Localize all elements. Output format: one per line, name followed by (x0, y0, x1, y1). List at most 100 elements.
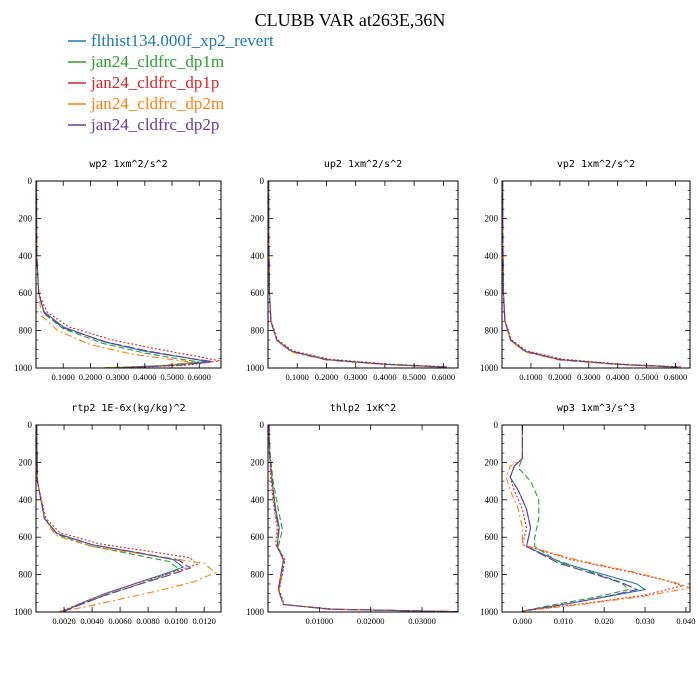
plot-frame (267, 424, 459, 613)
series-line (36, 181, 208, 368)
series-line (268, 425, 453, 612)
y-tick-label: 0 (28, 176, 33, 186)
plot-frame (35, 424, 222, 613)
y-tick-label: 0 (260, 420, 265, 430)
series-line (36, 181, 200, 368)
series-line (509, 425, 647, 612)
y-tick-label: 400 (485, 251, 499, 261)
y-tick-label: 0 (28, 420, 33, 430)
series-group (505, 425, 690, 612)
series-line (509, 425, 684, 612)
chart-panel: vp2 1xm^2/s^2 0 200 400 600 800 1000 0.1000 0.20… (480, 159, 691, 382)
x-tick-label: 0.2000 (548, 372, 571, 382)
chart-panel: wp3 1xm^3/s^3 0 200 400 600 800 1000 0.000 0.010… (480, 403, 695, 626)
plot-frame (501, 180, 691, 369)
y-tick-label: 200 (251, 457, 265, 467)
series-line (36, 425, 217, 612)
y-tick-label: 800 (485, 570, 499, 580)
y-tick-label: 200 (251, 213, 265, 223)
legend-item: jan24_cldfrc_dp1m (68, 52, 224, 71)
series-group (36, 425, 217, 612)
chart-panel: rtp2 1E-6x(kg/kg)^2 0 200 400 600 800 1000 0.00… (14, 403, 222, 626)
chart-panel: wp2 1xm^2/s^2 0 200 400 600 800 1000 0.1000 0.20… (14, 159, 222, 382)
legend-item: flthist134.000f_xp2_revert (68, 31, 274, 50)
series-line (36, 425, 181, 612)
y-tick-label: 1000 (246, 607, 265, 617)
chart-panels: wp2 1xm^2/s^2 0 200 400 600 800 1000 0.1000 0.20… (14, 159, 695, 626)
x-tick-label: 0.3000 (577, 372, 600, 382)
panel-title: rtp2 1E-6x(kg/kg)^2 (71, 403, 185, 414)
series-line (36, 425, 199, 612)
series-line (505, 425, 690, 612)
series-line (268, 425, 458, 612)
legend: flthist134.000f_xp2_revert jan24_cldfrc_d… (68, 31, 274, 134)
x-tick-label: 0.020 (595, 616, 614, 626)
series-group (268, 181, 450, 368)
figure-title: CLUBB VAR at263E,36N (255, 10, 446, 30)
panel-title: wp3 1xm^3/s^3 (557, 403, 635, 414)
x-tick-label: 0.1000 (52, 372, 75, 382)
y-tick-label: 400 (19, 495, 33, 505)
y-tick-label: 1000 (480, 607, 499, 617)
series-line (36, 181, 194, 368)
y-tick-label: 0 (260, 176, 265, 186)
x-tick-label: 0.3000 (106, 372, 129, 382)
y-tick-label: 400 (19, 251, 33, 261)
chart-panel: thlp2 1xK^2 0 200 400 600 800 1000 0.01000 0.020… (246, 403, 459, 626)
series-group (502, 181, 682, 368)
x-tick-label: 0.4000 (133, 372, 156, 382)
chart-panel: up2 1xm^2/s^2 0 200 400 600 800 1000 0.1000 0.20… (246, 159, 459, 382)
x-tick-label: 0.0120 (192, 616, 215, 626)
y-tick-label: 200 (485, 457, 499, 467)
series-line (502, 181, 676, 368)
y-tick-label: 800 (485, 326, 499, 336)
legend-label: jan24_cldfrc_dp1p (90, 73, 219, 92)
plot-frame (35, 180, 222, 369)
series-line (509, 425, 639, 612)
series-line (36, 181, 213, 368)
series-line (268, 181, 450, 368)
y-tick-label: 200 (485, 213, 499, 223)
series-line (268, 181, 444, 368)
legend-item: jan24_cldfrc_dp2p (68, 115, 219, 134)
series-line (517, 425, 630, 612)
x-tick-label: 0.01000 (306, 616, 334, 626)
plot-frame (267, 180, 459, 369)
x-tick-label: 0.2000 (79, 372, 102, 382)
x-tick-label: 0.0040 (80, 616, 103, 626)
legend-item: jan24_cldfrc_dp1p (68, 73, 219, 92)
x-tick-label: 0.6000 (188, 372, 211, 382)
x-tick-label: 0.0100 (164, 616, 187, 626)
x-tick-label: 0.1000 (519, 372, 542, 382)
y-tick-label: 0 (494, 176, 499, 186)
y-tick-label: 600 (251, 288, 265, 298)
series-line (36, 181, 220, 368)
y-tick-label: 1000 (14, 363, 33, 373)
series-line (502, 181, 676, 368)
y-tick-label: 400 (485, 495, 499, 505)
series-group (268, 425, 458, 612)
x-tick-label: 0.6000 (664, 372, 687, 382)
x-tick-label: 0.000 (513, 616, 532, 626)
x-tick-label: 0.6000 (432, 372, 455, 382)
x-tick-label: 0.5000 (635, 372, 658, 382)
x-tick-label: 0.2000 (315, 372, 338, 382)
x-tick-label: 0.4000 (606, 372, 629, 382)
y-tick-label: 800 (19, 326, 33, 336)
x-tick-label: 0.0080 (136, 616, 159, 626)
legend-label: jan24_cldfrc_dp2m (90, 94, 224, 113)
y-tick-label: 600 (485, 288, 499, 298)
panel-title: up2 1xm^2/s^2 (324, 159, 402, 170)
legend-label: flthist134.000f_xp2_revert (91, 31, 274, 50)
x-tick-label: 0.3000 (344, 372, 367, 382)
x-tick-label: 0.03000 (408, 616, 436, 626)
series-line (268, 425, 458, 612)
x-tick-label: 0.1000 (286, 372, 309, 382)
panel-title: wp2 1xm^2/s^2 (89, 159, 167, 170)
y-tick-label: 800 (251, 326, 265, 336)
y-tick-label: 600 (485, 532, 499, 542)
panel-title: vp2 1xm^2/s^2 (557, 159, 635, 170)
x-tick-label: 0.5000 (160, 372, 183, 382)
series-line (36, 425, 192, 612)
